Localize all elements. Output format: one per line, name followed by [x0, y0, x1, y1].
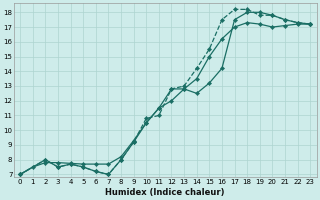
- X-axis label: Humidex (Indice chaleur): Humidex (Indice chaleur): [106, 188, 225, 197]
